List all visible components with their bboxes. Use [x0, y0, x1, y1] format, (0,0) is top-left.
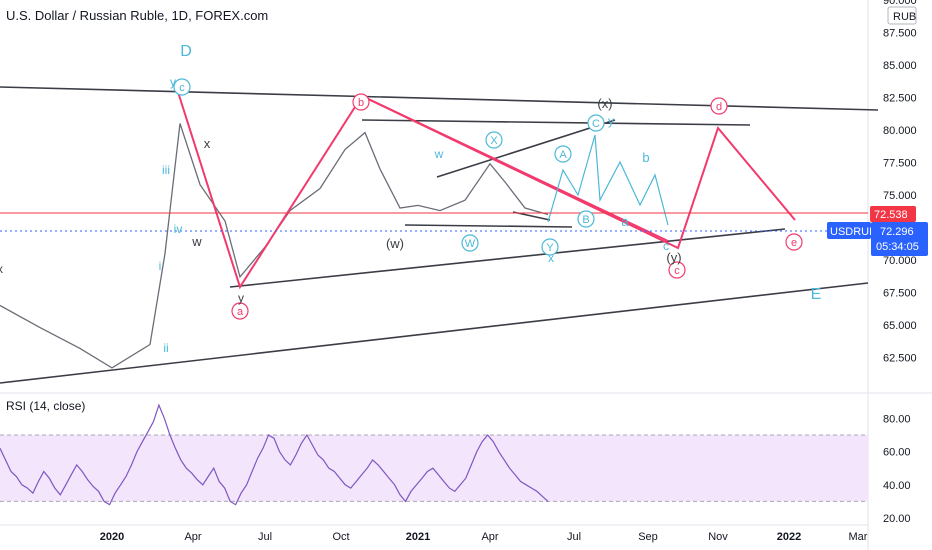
- trend-line: [404, 224, 573, 228]
- time-tick-label: Nov: [708, 531, 728, 543]
- wave-label-C-ring: [587, 114, 605, 132]
- time-tick-label: Mar: [849, 531, 868, 543]
- red-wave-b-c: [361, 95, 669, 242]
- wave-label-i: i: [159, 259, 162, 273]
- time-tick-label: Apr: [184, 531, 201, 543]
- rsi-band: [0, 435, 868, 502]
- rsi-tick-label: 40.00: [883, 480, 911, 492]
- price-tick-label: 85.000: [883, 60, 917, 72]
- price-tick-label: 75.000: [883, 190, 917, 202]
- wave-label-x-left: x: [0, 262, 3, 276]
- time-tick-label: Sep: [638, 531, 658, 543]
- wave-label-a: a: [237, 306, 244, 318]
- wave-label-W: W: [465, 238, 476, 250]
- time-tick-label: Jul: [567, 531, 581, 543]
- trend-line: [361, 119, 751, 126]
- currency-badge-box[interactable]: [887, 6, 917, 25]
- last-price-text: 72.296: [880, 226, 914, 238]
- rsi-line: [0, 403, 549, 506]
- blue-projection-path: [547, 134, 669, 226]
- price-tick-label: 90.000: [883, 0, 917, 7]
- wave-label-c-blue-ring: [173, 78, 191, 96]
- time-axis[interactable]: 2020 Apr Jul Oct 2021 Apr Jul Sep Nov 2022 Mar: [100, 531, 868, 543]
- wave-label-A: A: [559, 149, 567, 161]
- wave-label-iv: iv: [174, 222, 183, 236]
- marker-price-text: 72.538: [874, 209, 908, 221]
- wave-label-x-blue: x: [548, 251, 554, 265]
- wave-label-y-paren: (y): [666, 250, 681, 265]
- price-tick-label: 82.500: [883, 93, 917, 105]
- wave-label-a-blue: a: [621, 214, 629, 229]
- rsi-tick-label: 80.00: [883, 413, 911, 425]
- rsi-label: RSI (14, close): [6, 399, 85, 413]
- price-line: [0, 123, 549, 369]
- wave-label-Y-ring: [541, 238, 559, 256]
- marker-price-tag: 72.538: [870, 206, 916, 222]
- wave-label-d: d: [716, 101, 722, 113]
- red-wave-path: [177, 91, 796, 290]
- last-price-tag: USDRUB 72.296 05:34:05: [827, 222, 928, 256]
- wave-label-b-ring: [352, 93, 370, 111]
- price-axis[interactable]: 62.50065.00067.50070.00072.50075.00077.5…: [883, 0, 917, 365]
- wave-label-D: D: [180, 43, 192, 60]
- wave-label-E: E: [811, 286, 822, 303]
- countdown-text: 05:34:05: [876, 241, 919, 253]
- wave-label-y-top: y: [170, 75, 176, 89]
- wave-label-a-ring: [231, 302, 249, 320]
- time-tick-label: 2020: [100, 531, 124, 543]
- wave-label-B: B: [582, 214, 589, 226]
- wave-label-Y: Y: [546, 242, 554, 254]
- wave-label-c: c: [674, 265, 680, 277]
- wave-label-w: w: [191, 234, 202, 249]
- trend-line: [0, 282, 869, 384]
- time-tick-label: 2021: [406, 531, 430, 543]
- wave-label-c-blue: c: [179, 82, 185, 94]
- price-tick-label: 80.000: [883, 125, 917, 137]
- price-tick-label: 65.000: [883, 320, 917, 332]
- wave-label-y-dark: y: [238, 291, 244, 305]
- trend-line: [436, 119, 616, 178]
- wave-label-c-ring: [668, 261, 686, 279]
- wave-label-y-blue: y: [608, 114, 614, 128]
- price-tick-label: 77.500: [883, 158, 917, 170]
- trend-line: [229, 228, 786, 288]
- wave-label-W-ring: [461, 234, 479, 252]
- wave-label-iii: iii: [162, 163, 170, 177]
- wave-label-x: x: [204, 136, 211, 151]
- currency-badge: RUB: [893, 11, 916, 23]
- wave-label-e-ring: [785, 233, 803, 251]
- wave-label-X: X: [490, 135, 498, 147]
- chart-title: U.S. Dollar / Russian Ruble, 1D, FOREX.c…: [6, 8, 268, 23]
- wave-label-B-ring: [577, 210, 595, 228]
- wave-label-e: e: [791, 237, 797, 249]
- wave-label-w-blue: w: [434, 147, 444, 161]
- rsi-plot: 20.00 40.00 60.00 80.00: [0, 403, 911, 525]
- time-tick-label: Oct: [332, 531, 349, 543]
- price-tick-label: 87.500: [883, 28, 917, 40]
- trend-line: [0, 86, 879, 111]
- wave-label-c-blue-small: c: [663, 239, 669, 253]
- rsi-tick-label: 20.00: [883, 513, 911, 525]
- rsi-tick-label: 60.00: [883, 447, 911, 459]
- time-tick-label: 2022: [777, 531, 801, 543]
- time-tick-label: Jul: [258, 531, 272, 543]
- wave-label-w-paren: (w): [386, 236, 404, 251]
- wave-label-X-ring: [485, 131, 503, 149]
- wave-label-b-blue: b: [642, 150, 649, 165]
- wave-label-d-ring: [710, 97, 728, 115]
- wave-label-x-paren: (x): [597, 96, 612, 111]
- wave-label-C: C: [592, 118, 600, 130]
- wave-label-ii: ii: [163, 341, 168, 355]
- price-tick-label: 62.500: [883, 353, 917, 365]
- wave-label-A-ring: [554, 145, 572, 163]
- price-tick-label: 70.000: [883, 255, 917, 267]
- wave-label-b: b: [358, 97, 364, 109]
- symbol-tag-text: USDRUB: [830, 226, 876, 238]
- time-tick-label: Apr: [481, 531, 498, 543]
- price-tick-label: 67.500: [883, 288, 917, 300]
